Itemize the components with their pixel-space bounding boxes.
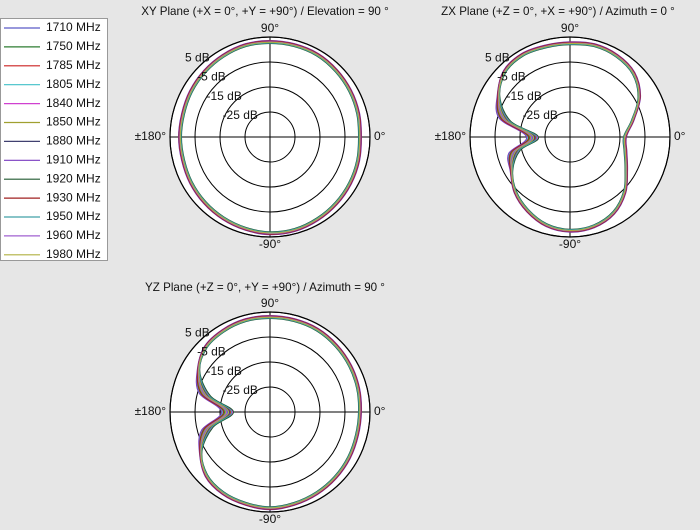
r-tick-label: -15 dB: [507, 89, 542, 103]
pattern-line: [178, 40, 362, 235]
angle-label: 90°: [261, 296, 279, 310]
pattern-line: [180, 42, 360, 233]
pattern-line: [198, 316, 361, 509]
legend-label: 1950 MHz: [46, 209, 101, 223]
legend-label: 1880 MHz: [46, 134, 101, 148]
legend-label: 1785 MHz: [46, 58, 101, 72]
r-tick-label: -25 dB: [223, 108, 258, 122]
r-tick-label: -25 dB: [523, 108, 558, 122]
r-tick-label: -5 dB: [497, 70, 526, 84]
pattern-line: [498, 43, 639, 231]
angle-label: ±180°: [435, 129, 467, 143]
angle-label: 0°: [374, 404, 386, 418]
angle-label: ±180°: [135, 404, 167, 418]
angle-label: ±180°: [135, 129, 167, 143]
r-tick-label: 5 dB: [485, 51, 510, 65]
angle-label: 0°: [674, 129, 686, 143]
r-tick-label: -15 dB: [207, 364, 242, 378]
pattern-line: [496, 41, 641, 233]
angle-label: 90°: [261, 21, 279, 35]
r-tick-label: -5 dB: [197, 70, 226, 84]
chart-title: ZX Plane (+Z = 0°, +X = +90°) / Azimuth …: [441, 5, 675, 18]
pattern-line: [198, 317, 360, 508]
pattern-line: [498, 42, 640, 232]
legend-label: 1920 MHz: [46, 171, 101, 185]
angle-label: 0°: [374, 129, 386, 143]
legend-label: 1840 MHz: [46, 96, 101, 110]
angle-label: -90°: [259, 237, 281, 251]
legend-label: 1805 MHz: [46, 77, 101, 91]
legend-label: 1960 MHz: [46, 228, 101, 242]
r-tick-label: -5 dB: [197, 345, 226, 359]
legend-label: 1750 MHz: [46, 39, 101, 53]
r-tick-label: -25 dB: [223, 383, 258, 397]
legend-label: 1710 MHz: [46, 20, 101, 34]
legend-box: [0, 18, 108, 261]
legend-label: 1980 MHz: [46, 247, 101, 261]
r-tick-label: 5 dB: [185, 326, 210, 340]
plot-border: [169, 36, 371, 238]
pattern-line: [179, 41, 361, 234]
plot-border: [469, 36, 671, 238]
r-tick-label: 5 dB: [185, 51, 210, 65]
chart-title: XY Plane (+X = 0°, +Y = +90°) / Elevatio…: [141, 5, 388, 18]
legend-label: 1930 MHz: [46, 190, 101, 204]
angle-label: 90°: [561, 21, 579, 35]
r-tick-label: -15 dB: [207, 89, 242, 103]
legend-label: 1850 MHz: [46, 115, 101, 129]
chart-title: YZ Plane (+Z = 0°, +Y = +90°) / Azimuth …: [145, 281, 385, 294]
pattern-line: [196, 315, 362, 510]
plot-border: [169, 311, 371, 513]
angle-label: -90°: [259, 512, 281, 526]
legend-label: 1910 MHz: [46, 152, 101, 166]
angle-label: -90°: [559, 237, 581, 251]
